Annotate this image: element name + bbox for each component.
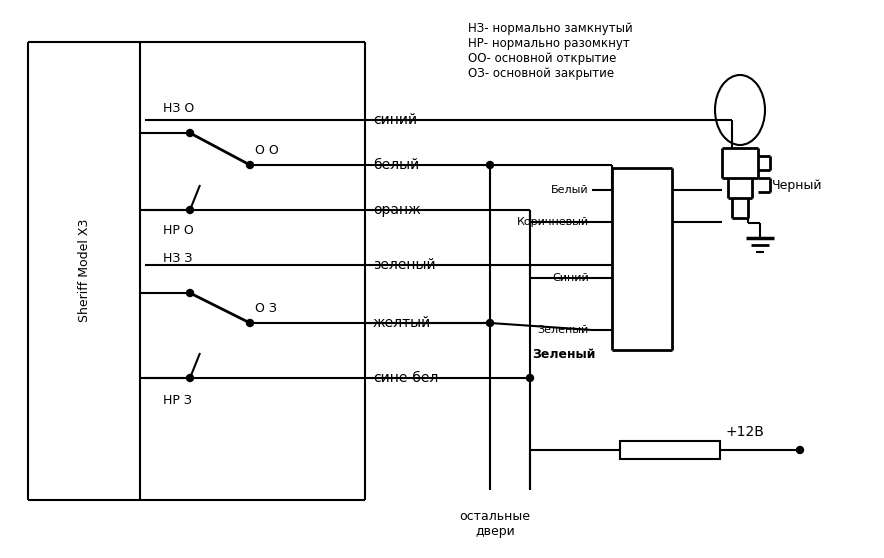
Text: О З: О З — [255, 301, 277, 315]
Circle shape — [486, 161, 493, 169]
Circle shape — [527, 374, 534, 382]
Circle shape — [247, 320, 254, 326]
Bar — [620, 441, 720, 459]
Text: желтый: желтый — [373, 316, 431, 330]
Circle shape — [486, 320, 493, 326]
Text: НЗ О: НЗ О — [163, 102, 194, 114]
Text: НР О: НР О — [163, 224, 194, 237]
Circle shape — [187, 129, 194, 137]
Text: сине-бел: сине-бел — [373, 371, 438, 385]
Text: Коричневый: Коричневый — [517, 217, 589, 227]
Circle shape — [247, 161, 254, 169]
Circle shape — [187, 290, 194, 296]
Text: НЗ З: НЗ З — [163, 252, 193, 264]
Text: белый: белый — [373, 158, 419, 172]
Text: Зеленый: Зеленый — [532, 349, 596, 362]
Text: Зеленый: Зеленый — [537, 325, 589, 335]
Text: оранж: оранж — [373, 203, 421, 217]
Text: +12В: +12В — [726, 425, 765, 439]
Text: остальные
двери: остальные двери — [460, 510, 530, 538]
Text: Синий: Синий — [552, 273, 589, 283]
Text: Черный: Черный — [772, 179, 822, 191]
Text: НР З: НР З — [163, 393, 192, 406]
Text: О О: О О — [255, 143, 278, 156]
Text: Sheriff Model X3: Sheriff Model X3 — [78, 218, 90, 322]
Text: Белый: Белый — [552, 185, 589, 195]
Circle shape — [187, 374, 194, 382]
Text: зеленый: зеленый — [373, 258, 436, 272]
Text: НЗ- нормально замкнутый
НР- нормально разомкнут
ОО- основной открытие
ОЗ- основн: НЗ- нормально замкнутый НР- нормально ра… — [468, 22, 633, 80]
Text: синий: синий — [373, 113, 417, 127]
Circle shape — [796, 446, 804, 454]
Circle shape — [187, 206, 194, 214]
